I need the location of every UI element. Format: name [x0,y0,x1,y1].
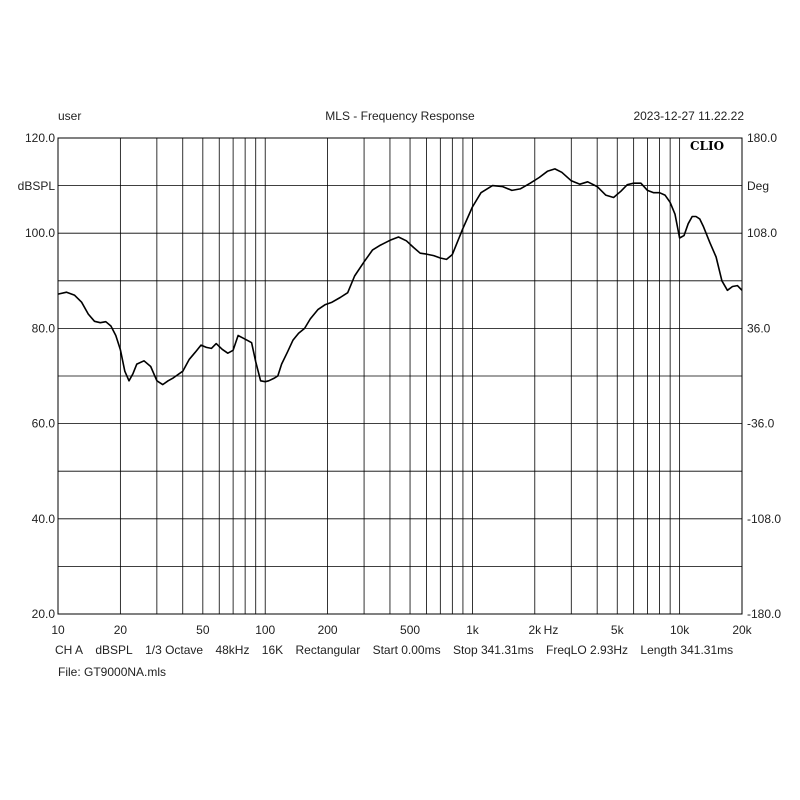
y2-tick-label: 180.0 [747,131,777,145]
y-tick-label: 60.0 [32,417,56,431]
y-tick-label: 100.0 [25,226,55,240]
y2-tick-label: -180.0 [747,607,781,621]
x-tick-label: 20k [732,623,752,637]
curves [57,168,743,386]
y-tick-label: 80.0 [32,321,56,335]
y-tick-label: 20.0 [32,607,56,621]
y2-tick-label: 36.0 [747,321,771,335]
header-datetime: 2023-12-27 11.22.22 [633,109,744,123]
x-tick-label: 200 [318,623,338,637]
y-axis-unit-label: dBSPL [18,179,56,193]
info-stop: Stop 341.31ms [452,643,534,657]
clio-watermark: CLIO [690,139,724,153]
y-tick-label: 40.0 [32,512,56,526]
x-axis-unit-label: Hz [544,623,559,637]
x-tick-label: 1k [466,623,480,637]
y2-axis-labels: 180.0 108.0 36.0 -36.0 -108.0 -180.0 [747,131,781,621]
x-tick-label: 2k [528,623,542,637]
plot-frame [57,137,743,615]
x-tick-label: 500 [400,623,420,637]
y2-tick-label: -36.0 [747,417,775,431]
info-mls-size: 16K [261,643,284,657]
header-user: user [58,109,82,123]
y2-tick-label: 108.0 [747,226,777,240]
y2-axis-unit-label: Deg [747,179,769,193]
file-name: File: GT9000NA.mls [58,665,167,679]
info-smoothing: 1/3 Octave [145,643,204,657]
x-axis-labels: 10 20 50 100 200 500 1k 2k 5k 10k 20k [51,623,752,637]
x-tick-label: 10k [670,623,690,637]
y-axis-labels: 120.0 100.0 80.0 60.0 40.0 20.0 [25,131,55,621]
x-tick-label: 20 [114,623,128,637]
spl-curve [57,168,743,386]
info-sample-rate: 48kHz [215,643,250,657]
x-tick-label: 50 [196,623,210,637]
y-tick-label: 120.0 [25,131,55,145]
info-start: Start 0.00ms [372,643,441,657]
chart-title: MLS - Frequency Response [325,109,475,123]
info-unit: dBSPL [95,643,133,657]
info-channel: CH A [55,643,84,657]
plot-grid [58,138,742,614]
x-tick-label: 100 [255,623,275,637]
x-tick-label: 10 [51,623,65,637]
info-length: Length 341.31ms [640,643,734,657]
x-tick-label: 5k [611,623,625,637]
info-freqlo: FreqLO 2.93Hz [546,643,629,657]
y2-tick-label: -108.0 [747,512,781,526]
measurement-info-row: CH A dBSPL 1/3 Octave 48kHz 16K Rectangu… [55,643,742,657]
info-window: Rectangular [295,643,361,657]
